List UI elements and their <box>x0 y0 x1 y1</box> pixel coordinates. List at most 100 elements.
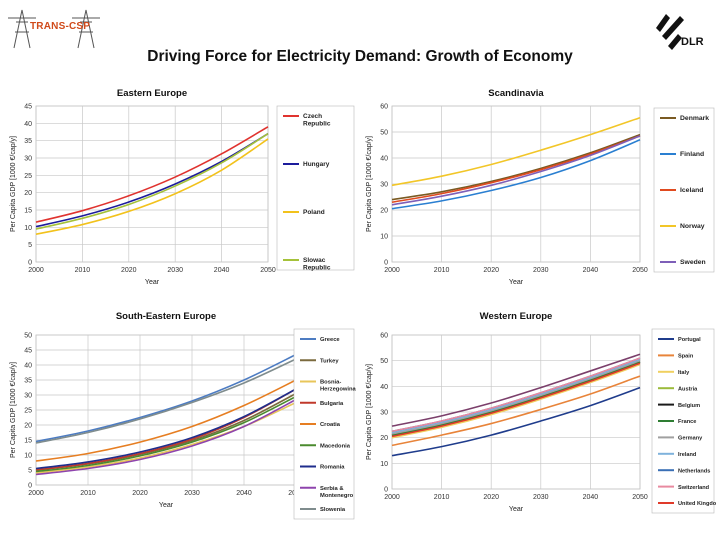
x-tick-label: 2040 <box>583 494 599 501</box>
y-tick-label: 20 <box>24 423 32 430</box>
y-tick-label: 0 <box>28 260 32 267</box>
y-tick-label: 0 <box>28 483 32 490</box>
x-tick-label: 2030 <box>184 490 200 497</box>
x-tick-label: 2010 <box>75 267 91 274</box>
legend-label-germany: Germany <box>678 436 703 442</box>
y-tick-label: 45 <box>24 348 32 355</box>
y-tick-label: 40 <box>380 384 388 391</box>
x-tick-label: 2050 <box>632 267 648 274</box>
y-axis-label: Per Capita GDP [1000 €/cap/y] <box>366 364 373 460</box>
legend-label-spain: Spain <box>678 354 694 360</box>
series-line-denmark <box>391 133 641 201</box>
y-tick-label: 30 <box>24 156 32 163</box>
plot-area <box>35 105 269 263</box>
legend-label-switzerland: Switzerland <box>678 485 710 491</box>
y-tick-label: 45 <box>24 104 32 111</box>
series-line-slowac-republic <box>35 133 269 230</box>
y-tick-label: 30 <box>380 182 388 189</box>
x-tick-label: 2010 <box>80 490 96 497</box>
chart-title: Eastern Europe <box>117 88 187 99</box>
y-tick-label: 30 <box>380 410 388 417</box>
series-line-united-kingdom <box>391 362 641 438</box>
y-tick-label: 35 <box>24 138 32 145</box>
x-tick-label: 2030 <box>533 494 549 501</box>
legend-label-united-kingdom: United Kingdom <box>678 501 716 507</box>
x-axis-label: Year <box>509 279 524 286</box>
legend-label-denmark: Denmark <box>680 115 709 122</box>
legend-label-iceland: Iceland <box>680 187 703 194</box>
x-tick-label: 2020 <box>132 490 148 497</box>
y-tick-label: 20 <box>380 435 388 442</box>
x-tick-label: 2020 <box>483 267 499 274</box>
x-tick-label: 2000 <box>28 490 44 497</box>
logo-text-trans-csp: TRANS-CSP <box>30 21 91 32</box>
legend-label-turkey: Turkey <box>320 358 339 364</box>
y-tick-label: 5 <box>28 242 32 249</box>
y-tick-label: 40 <box>24 363 32 370</box>
logo-text-dlr: DLR <box>681 36 704 48</box>
y-tick-label: 40 <box>24 121 32 128</box>
legend-label-macedonia: Macedonia <box>320 443 351 449</box>
legend-box <box>276 105 355 271</box>
series-line-france <box>391 361 641 436</box>
x-tick-label: 2010 <box>434 494 450 501</box>
y-tick-label: 10 <box>380 461 388 468</box>
x-tick-label: 2040 <box>583 267 599 274</box>
legend-label-ireland: Ireland <box>678 452 697 458</box>
series-line-finland <box>391 139 641 210</box>
legend-label-romania: Romania <box>320 465 345 471</box>
series-line-serbia-montenegro <box>35 398 297 476</box>
series-line-sweden <box>391 135 641 206</box>
x-tick-label: 2040 <box>236 490 252 497</box>
legend-label-italy: Italy <box>678 370 690 376</box>
y-tick-label: 10 <box>380 234 388 241</box>
y-axis-label: Per Capita GDP [1000 €/cap/y] <box>10 362 17 458</box>
legend-label-norway: Norway <box>680 223 705 230</box>
x-tick-label: 2030 <box>167 267 183 274</box>
chart-title: Western Europe <box>480 311 553 322</box>
chart-south-eastern-europe: 0 5 10 15 20 25 30 35 40 45 50 2000 2010 2020 2030 2040… <box>10 311 356 520</box>
legend-label-portugal: Portugal <box>678 337 701 343</box>
series-line-switzerland <box>391 357 641 433</box>
legend-label-netherlands: Netherlands <box>678 468 710 474</box>
legend-label-serbia-montenegro: Serbia & Montenegro <box>320 486 354 499</box>
legend-label-bosnia-herzegowina: Bosnia-Herzegowina <box>320 380 356 393</box>
series-line-norway <box>391 116 641 187</box>
slide-title: Driving Force for Electricity Demand: Gr… <box>147 48 573 65</box>
y-tick-label: 50 <box>380 358 388 365</box>
legend-label-czech-republic: Czech Republic <box>303 113 331 128</box>
series-line-germany <box>391 359 641 435</box>
chart-title: Scandinavia <box>488 88 544 99</box>
y-tick-label: 60 <box>380 333 388 340</box>
y-tick-label: 30 <box>24 393 32 400</box>
y-tick-label: 35 <box>24 378 32 385</box>
x-axis-label: Year <box>159 502 174 509</box>
x-tick-label: 2010 <box>434 267 450 274</box>
y-tick-label: 50 <box>380 130 388 137</box>
y-tick-label: 5 <box>28 468 32 475</box>
legend-label-sweden: Sweden <box>680 259 706 266</box>
legend-label-austria: Austria <box>678 386 698 392</box>
y-tick-label: 25 <box>24 408 32 415</box>
legend-label-greece: Greece <box>320 337 340 343</box>
x-axis-label: Year <box>145 279 160 286</box>
x-tick-label: 2000 <box>28 267 44 274</box>
series-line-luxembourg <box>391 353 641 427</box>
y-tick-label: 60 <box>380 104 388 111</box>
chart-eastern-europe: 0 5 10 15 20 25 30 35 40 45 2000 2010 2020 2030 2040 20… <box>10 88 355 286</box>
y-tick-label: 10 <box>24 453 32 460</box>
legend-label-belgium: Belgium <box>678 403 700 409</box>
dlr-emblem-icon <box>656 14 684 50</box>
y-tick-label: 50 <box>24 333 32 340</box>
y-tick-label: 15 <box>24 438 32 445</box>
legend-label-bulgaria: Bulgaria <box>320 401 344 407</box>
legend-label-france: France <box>678 419 696 425</box>
x-axis-label: Year <box>509 506 524 513</box>
x-tick-label: 2050 <box>260 267 276 274</box>
series-line-croatia <box>35 379 297 462</box>
legend-label-hungary: Hungary <box>303 161 330 168</box>
dlr-logo: DLR <box>648 10 714 62</box>
series-line-ireland <box>391 358 641 434</box>
